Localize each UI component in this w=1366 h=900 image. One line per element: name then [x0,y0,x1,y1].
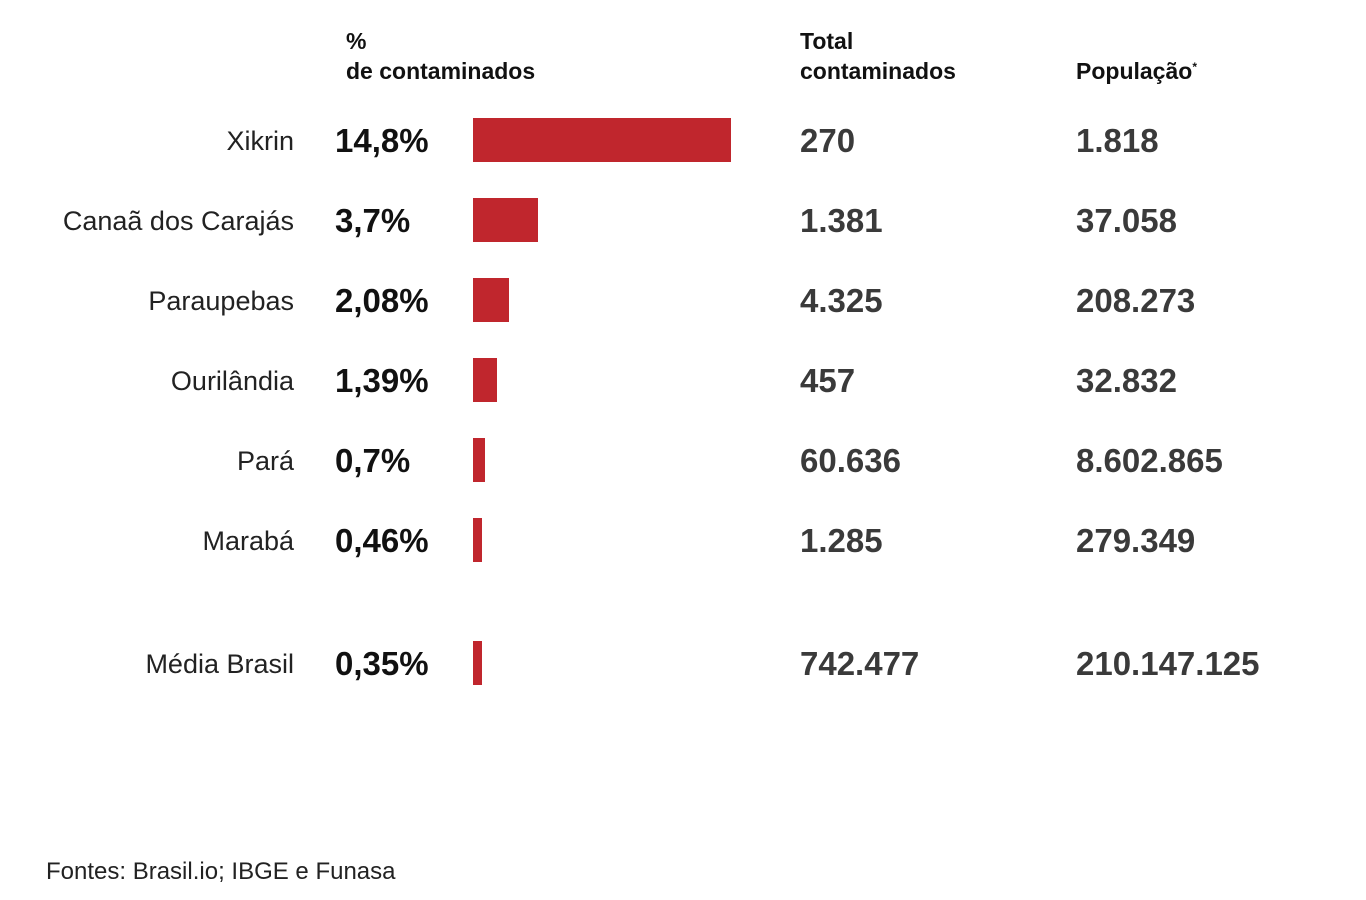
total-contaminados-value: 1.285 [800,522,883,559]
population-value: 208.273 [1076,282,1196,319]
chart-row: Ourilândia 1,39% 457 32.832 [0,358,1366,404]
chart-row: Marabá 0,46% 1.285 279.349 [0,518,1366,564]
percent-bar [473,118,731,162]
percent-value-label: 3,7% [335,202,411,239]
total-column-header: Total contaminados [800,26,956,86]
percent-bar [473,438,486,482]
percent-bar [473,358,498,402]
percent-value-label: 2,08% [335,282,429,319]
total-contaminados-value: 60.636 [800,442,901,479]
pct-header-line1: % [346,28,367,54]
percent-value-label: 0,46% [335,522,429,559]
total-contaminados-value: 4.325 [800,282,883,319]
percent-value-label: 0,35% [335,645,429,682]
population-value: 8.602.865 [1076,442,1223,479]
population-value: 32.832 [1076,362,1177,399]
chart-row: Pará 0,7% 60.636 8.602.865 [0,438,1366,484]
percent-value-label: 1,39% [335,362,429,399]
percent-bar [473,518,482,562]
chart-row: Média Brasil 0,35% 742.477 210.147.125 [0,641,1366,687]
total-contaminados-value: 270 [800,122,856,159]
chart-row: Xikrin 14,8% 270 1.818 [0,118,1366,164]
total-contaminados-value: 457 [800,362,856,399]
category-label: Canaã dos Carajás [62,206,294,236]
total-contaminados-value: 1.381 [800,202,883,239]
population-column-header: População* [1076,56,1197,86]
percent-bar [473,641,482,685]
category-label: Marabá [202,526,294,556]
population-value: 210.147.125 [1076,645,1260,682]
category-label: Pará [236,446,294,476]
percent-value-label: 14,8% [335,122,429,159]
population-value: 1.818 [1076,122,1159,159]
population-header-footnote-mark: * [1192,60,1197,74]
population-header-label: População [1076,58,1193,84]
chart-row: Paraupebas 2,08% 4.325 208.273 [0,278,1366,324]
percent-bar [473,278,510,322]
pct-column-header: % de contaminados [346,26,535,86]
pct-header-line2: de contaminados [346,58,536,84]
chart-row: Canaã dos Carajás 3,7% 1.381 37.058 [0,198,1366,244]
total-header-line2: contaminados [800,58,956,84]
population-value: 37.058 [1076,202,1177,239]
total-contaminados-value: 742.477 [800,645,920,682]
percent-value-label: 0,7% [335,442,411,479]
category-label: Ourilândia [170,366,294,396]
source-note: Fontes: Brasil.io; IBGE e Funasa [46,858,396,885]
category-label: Xikrin [226,126,294,156]
category-label: Paraupebas [148,286,294,316]
population-value: 279.349 [1076,522,1196,559]
total-header-line1: Total [800,28,854,54]
category-label: Média Brasil [145,649,294,679]
percent-bar [473,198,538,242]
